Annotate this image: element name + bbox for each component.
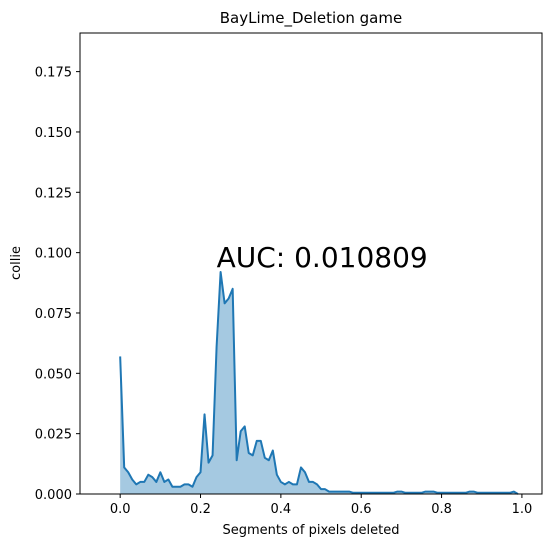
y-tick-label: 0.000 bbox=[35, 488, 72, 503]
y-tick-label: 0.075 bbox=[35, 307, 72, 322]
y-tick-label: 0.125 bbox=[35, 186, 72, 201]
auc-annotation: AUC: 0.010809 bbox=[217, 241, 428, 274]
x-tick-label: 1.0 bbox=[512, 502, 533, 517]
plot-frame bbox=[79, 32, 543, 495]
y-axis: 0.000 0.025 0.050 0.075 0.100 0.125 0.150 0.175 bbox=[35, 66, 80, 503]
chart-title: BayLime_Deletion game bbox=[220, 9, 402, 28]
y-tick-label: 0.100 bbox=[35, 247, 72, 262]
x-tick-label: 0.4 bbox=[271, 502, 292, 517]
y-tick-label: 0.175 bbox=[35, 66, 72, 81]
y-tick-label: 0.025 bbox=[35, 428, 72, 443]
x-tick-label: 0.0 bbox=[110, 502, 131, 517]
x-tick-label: 0.8 bbox=[431, 502, 452, 517]
x-tick-label: 0.2 bbox=[190, 502, 211, 517]
plot-area bbox=[119, 270, 519, 495]
x-tick-label: 0.6 bbox=[351, 502, 372, 517]
x-axis: 0.0 0.2 0.4 0.6 0.8 1.0 bbox=[110, 494, 532, 517]
x-axis-title: Segments of pixels deleted bbox=[223, 523, 400, 538]
y-tick-label: 0.150 bbox=[35, 126, 72, 141]
area-fill bbox=[120, 271, 518, 494]
series-line bbox=[119, 270, 519, 495]
y-axis-title: collie bbox=[9, 246, 24, 280]
y-tick-label: 0.050 bbox=[35, 367, 72, 382]
